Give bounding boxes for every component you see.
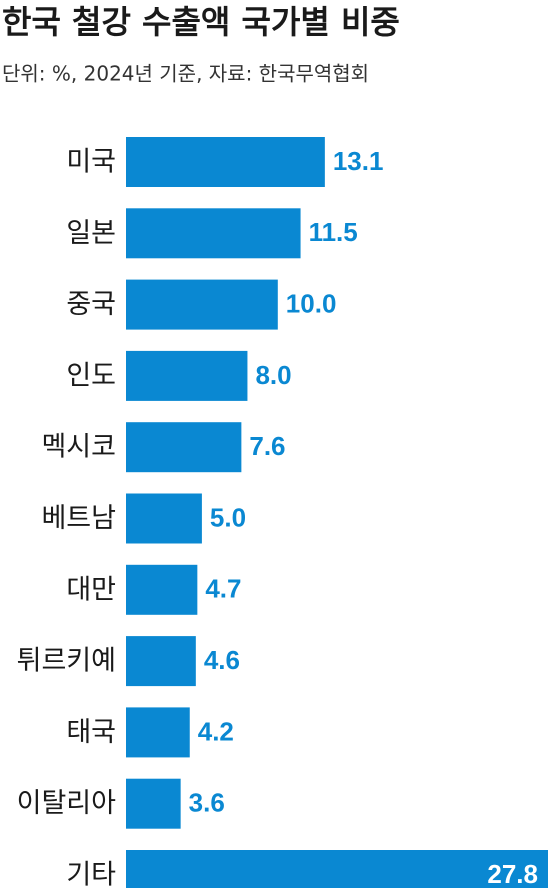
category-label: 튀르키예 bbox=[17, 646, 116, 677]
bar bbox=[126, 208, 301, 259]
category-label: 기타 bbox=[66, 860, 116, 888]
chart-subtitle: 단위: %, 2024년 기준, 자료: 한국무역협회 bbox=[2, 62, 369, 86]
bar bbox=[126, 493, 202, 544]
value-label: 10.0 bbox=[286, 288, 337, 318]
chart-title: 한국 철강 수출액 국가별 비중 bbox=[2, 3, 400, 41]
bar bbox=[126, 279, 278, 330]
value-label: 13.1 bbox=[333, 146, 384, 176]
value-label: 27.8 bbox=[487, 859, 538, 888]
category-label: 태국 bbox=[66, 717, 116, 748]
value-label: 4.7 bbox=[205, 574, 241, 604]
bar bbox=[126, 850, 548, 888]
bar bbox=[126, 778, 181, 829]
bar bbox=[126, 636, 196, 687]
category-label: 미국 bbox=[66, 147, 116, 178]
bar bbox=[126, 564, 198, 615]
value-label: 3.6 bbox=[189, 788, 225, 818]
bar bbox=[126, 422, 242, 473]
value-label: 8.0 bbox=[255, 360, 291, 390]
category-label: 멕시코 bbox=[41, 432, 116, 463]
value-label: 7.6 bbox=[249, 431, 285, 461]
category-label: 베트남 bbox=[41, 503, 116, 534]
category-label: 인도 bbox=[66, 360, 116, 391]
value-label: 11.5 bbox=[309, 217, 358, 247]
bar bbox=[126, 707, 190, 758]
bar bbox=[126, 350, 248, 401]
category-label: 일본 bbox=[66, 218, 116, 249]
value-label: 5.0 bbox=[210, 502, 246, 532]
category-label: 이탈리아 bbox=[17, 788, 117, 819]
category-label: 중국 bbox=[66, 289, 116, 320]
bar bbox=[126, 137, 325, 187]
category-label: 대만 bbox=[66, 574, 116, 605]
value-label: 4.6 bbox=[204, 645, 240, 675]
value-label: 4.2 bbox=[198, 716, 234, 746]
